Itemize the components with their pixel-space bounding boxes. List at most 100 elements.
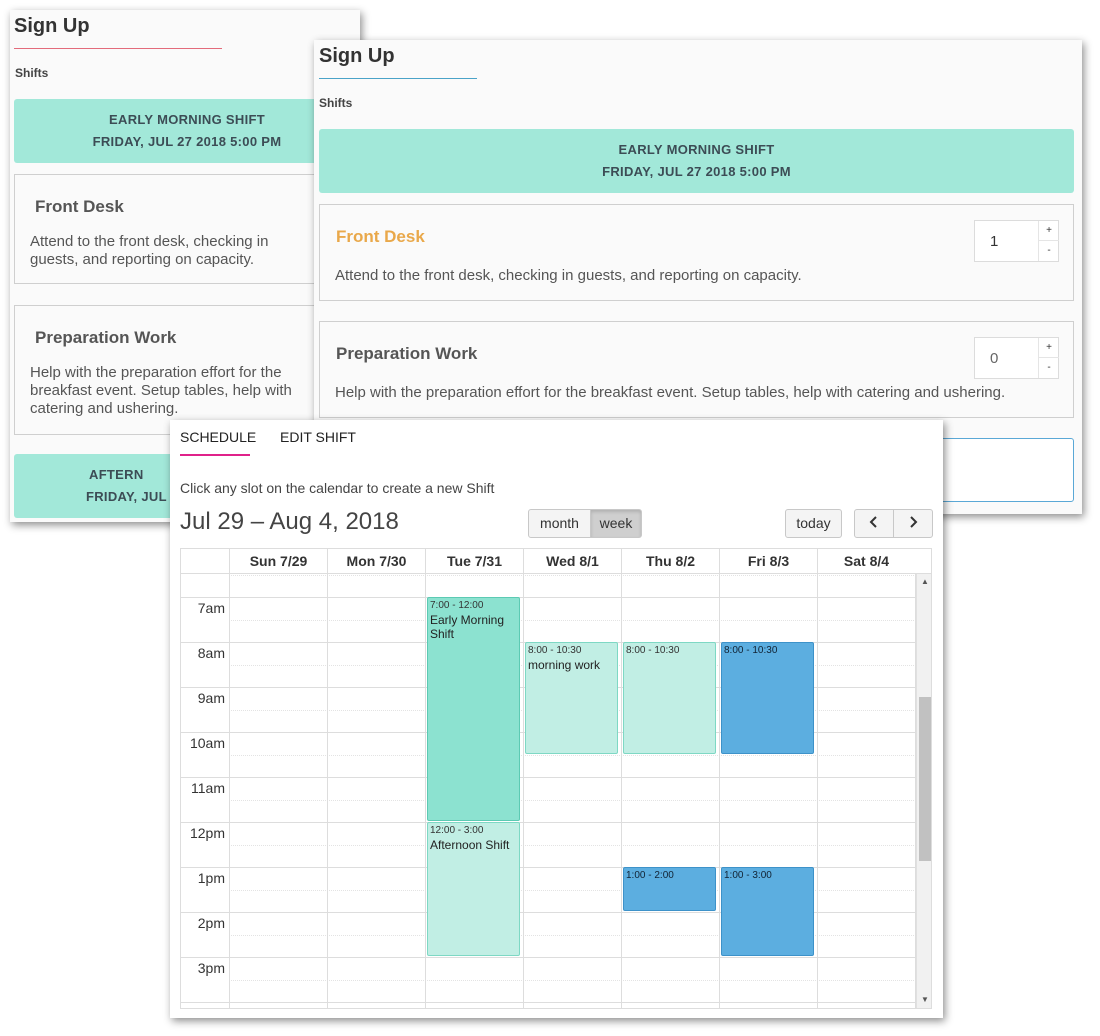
event-time: 7:00 - 12:00	[430, 600, 484, 611]
column-line	[523, 574, 524, 1008]
half-hour-line	[229, 889, 916, 891]
half-hour-line	[229, 979, 916, 981]
calendar-event[interactable]: 1:00 - 2:00	[623, 867, 716, 911]
hour-line	[181, 822, 916, 823]
next-button[interactable]	[893, 509, 933, 538]
chevron-right-icon	[908, 515, 918, 531]
shift-name: EARLY MORNING SHIFT	[618, 142, 775, 157]
event-title: Early Morning Shift	[430, 613, 505, 641]
event-time: 1:00 - 2:00	[626, 870, 674, 881]
scroll-down-icon[interactable]: ▼	[921, 995, 929, 1004]
increment-button[interactable]: +	[1038, 338, 1059, 358]
role-name: Preparation Work	[336, 344, 478, 363]
event-time: 8:00 - 10:30	[528, 645, 582, 656]
shift-banner[interactable]: EARLY MORNING SHIFT FRIDAY, JUL 27 2018 …	[14, 99, 360, 163]
month-view-button[interactable]: month	[528, 509, 591, 538]
decrement-button[interactable]: -	[1038, 241, 1059, 261]
page-title: Sign Up	[14, 15, 90, 37]
role-card-front-desk: Front Desk Attend to the front desk, che…	[319, 204, 1074, 301]
section-label: Shifts	[319, 96, 353, 110]
signup-panel-back: Sign Up Shifts EARLY MORNING SHIFT FRIDA…	[10, 10, 360, 522]
calendar-event[interactable]: 8:00 - 10:30 morning work	[525, 642, 618, 754]
active-tab-indicator	[180, 454, 250, 456]
calendar-event[interactable]: 1:00 - 3:00	[721, 867, 814, 956]
half-hour-line	[229, 619, 916, 621]
day-header: Sun 7/29	[229, 549, 327, 574]
decrement-button[interactable]: -	[1038, 358, 1059, 378]
column-line	[719, 574, 720, 1008]
quantity-value[interactable]: 1	[990, 233, 999, 250]
hour-line	[181, 867, 916, 868]
day-header: Tue 7/31	[425, 549, 523, 574]
role-name: Preparation Work	[35, 328, 177, 347]
time-label: 8am	[197, 645, 225, 661]
calendar-event[interactable]: 7:00 - 12:00 Early Morning Shift	[427, 597, 520, 821]
calendar-event[interactable]: 8:00 - 10:30	[721, 642, 814, 754]
role-description: Help with the preparation effort for the…	[30, 364, 292, 417]
role-description: Attend to the front desk, checking in gu…	[335, 267, 802, 284]
schedule-panel: SCHEDULE EDIT SHIFT Click any slot on th…	[170, 420, 943, 1018]
week-view-button[interactable]: week	[590, 509, 642, 538]
calendar-scrollbar[interactable]: ▲ ▼	[916, 574, 931, 1008]
page-title: Sign Up	[319, 45, 395, 67]
day-header: Thu 8/2	[621, 549, 719, 574]
event-title: Afternoon Shift	[430, 838, 510, 852]
calendar-event[interactable]: 12:00 - 3:00 Afternoon Shift	[427, 822, 520, 956]
tab-schedule[interactable]: SCHEDULE	[180, 429, 257, 445]
column-line	[425, 574, 426, 1008]
date-range-title: Jul 29 – Aug 4, 2018	[180, 508, 399, 535]
shift-date: FRIDAY, JUL	[86, 489, 167, 504]
shift-banner[interactable]: EARLY MORNING SHIFT FRIDAY, JUL 27 2018 …	[319, 129, 1074, 193]
half-hour-line	[229, 754, 916, 756]
column-line	[621, 574, 622, 1008]
hour-line	[181, 1002, 916, 1003]
today-button[interactable]: today	[785, 509, 842, 538]
role-description: Attend to the front desk, checking in gu…	[30, 233, 269, 268]
title-underline	[319, 78, 477, 79]
section-label: Shifts	[15, 66, 49, 80]
scroll-thumb[interactable]	[919, 697, 931, 861]
column-line	[817, 574, 818, 1008]
week-calendar[interactable]: Sun 7/29 Mon 7/30 Tue 7/31 Wed 8/1 Thu 8/2 Fr…	[180, 548, 932, 1009]
scroll-up-icon[interactable]: ▲	[921, 577, 929, 586]
time-label: 11am	[191, 780, 225, 796]
time-label: 7am	[197, 600, 225, 616]
role-name: Front Desk	[35, 197, 124, 216]
calendar-header: Sun 7/29 Mon 7/30 Tue 7/31 Wed 8/1 Thu 8/2 Fr…	[181, 549, 931, 574]
quantity-value[interactable]: 0	[990, 350, 999, 367]
time-label: 12pm	[189, 825, 225, 841]
shift-date: FRIDAY, JUL 27 2018 5:00 PM	[92, 134, 282, 149]
role-name: Front Desk	[336, 227, 425, 246]
hour-line	[181, 777, 916, 778]
prev-button[interactable]	[854, 509, 894, 538]
column-line	[229, 574, 230, 1008]
event-time: 1:00 - 3:00	[724, 870, 772, 881]
hour-line	[181, 597, 916, 598]
event-time: 12:00 - 3:00	[430, 825, 484, 836]
time-label: 9am	[197, 690, 225, 706]
calendar-event[interactable]: 8:00 - 10:30	[623, 642, 716, 754]
quantity-stepper[interactable]: 1 + -	[974, 220, 1059, 262]
day-header: Mon 7/30	[327, 549, 425, 574]
role-card-preparation: Preparation Work Help with the preparati…	[319, 321, 1074, 418]
time-label: 1pm	[197, 870, 225, 886]
column-line	[915, 574, 916, 1008]
hour-line	[181, 957, 916, 958]
day-header: Fri 8/3	[719, 549, 817, 574]
day-header: Sat 8/4	[817, 549, 915, 574]
event-time: 8:00 - 10:30	[626, 645, 680, 656]
calendar-hint: Click any slot on the calendar to create…	[180, 480, 495, 496]
shift-name: AFTERN	[89, 467, 144, 482]
hour-line	[181, 912, 916, 913]
time-label: 2pm	[197, 915, 225, 931]
column-line	[327, 574, 328, 1008]
time-label: 10am	[189, 735, 225, 751]
shift-name: EARLY MORNING SHIFT	[109, 112, 265, 127]
role-card-preparation: Preparation Work Help with the preparati…	[14, 305, 360, 435]
tab-edit-shift[interactable]: EDIT SHIFT	[280, 429, 356, 445]
increment-button[interactable]: +	[1038, 221, 1059, 241]
quantity-stepper[interactable]: 0 + -	[974, 337, 1059, 379]
half-hour-line	[229, 799, 916, 801]
shift-date: FRIDAY, JUL 27 2018 5:00 PM	[602, 164, 791, 179]
role-card-front-desk: Front Desk Attend to the front desk, che…	[14, 174, 360, 284]
